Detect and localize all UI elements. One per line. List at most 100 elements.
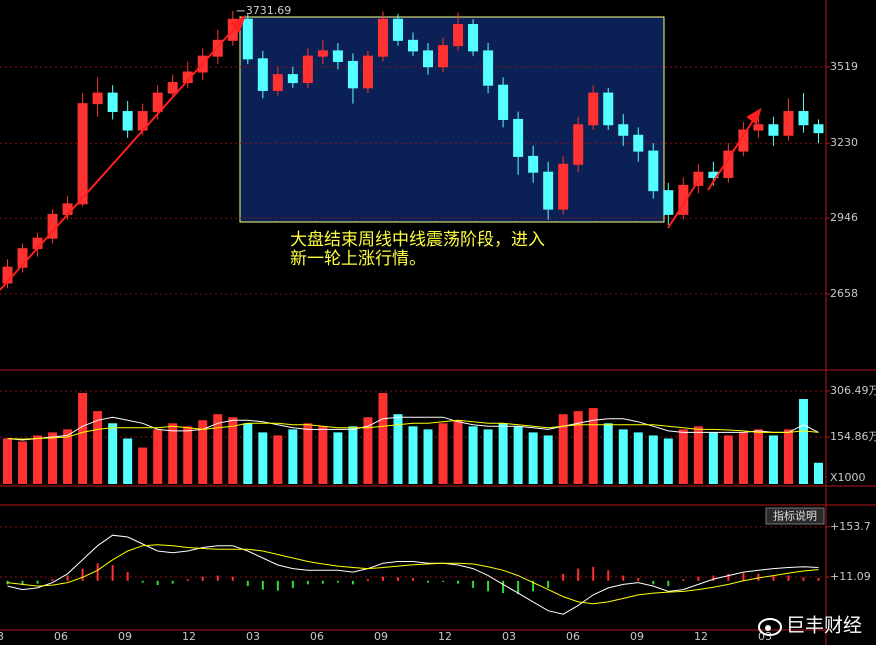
volume-bar	[453, 420, 463, 484]
volume-bar	[348, 426, 358, 484]
volume-bar	[18, 441, 28, 484]
candle-body	[528, 155, 539, 173]
volume-bar	[63, 429, 73, 484]
volume-bar	[723, 435, 733, 484]
volume-bar	[633, 432, 643, 484]
volume-bar	[528, 432, 538, 484]
x-tick-label: 12	[182, 630, 196, 643]
candle-body	[468, 24, 479, 52]
candle-body	[768, 124, 779, 136]
y-tick-label: +11.09	[830, 570, 871, 583]
indicator-line	[7, 544, 819, 605]
volume-bar	[198, 420, 208, 484]
candle-body	[633, 134, 644, 152]
y-tick-label: 3230	[830, 136, 858, 149]
x-tick-label: 12	[438, 630, 452, 643]
volume-bar	[498, 423, 508, 484]
candle-body	[377, 18, 388, 57]
volume-bar	[588, 408, 598, 484]
candle-body	[92, 92, 103, 105]
volume-bar	[378, 392, 388, 484]
candle-body	[242, 18, 253, 60]
trend-arrows	[0, 14, 762, 291]
volume-bar	[243, 423, 253, 484]
candle-body	[798, 111, 809, 126]
candle-body	[347, 60, 358, 89]
candle-body	[77, 103, 88, 205]
x-tick-label: 06	[310, 630, 324, 643]
annotation: 大盘结束周线中线震荡阶段，进入	[290, 230, 545, 250]
candle-body	[392, 18, 403, 41]
volume-bar	[333, 432, 343, 484]
volume-bar	[318, 426, 328, 484]
volume-bar	[228, 417, 238, 484]
indicator-button-label[interactable]: 指标说明	[773, 509, 817, 523]
volume-bar	[168, 423, 178, 484]
volume-bar	[213, 414, 223, 484]
weibo-icon	[758, 618, 782, 636]
y-tick-label: +153.7	[830, 520, 871, 533]
candle-body	[678, 184, 689, 215]
volume-bar	[408, 426, 418, 484]
volume-bar	[708, 432, 718, 484]
volume-bar	[273, 435, 283, 484]
x-tick-label: 03	[246, 630, 260, 643]
candle-body	[753, 124, 764, 131]
range-box	[239, 16, 665, 223]
x-tick-label: 09	[630, 630, 644, 643]
indicator-button[interactable]	[765, 507, 825, 525]
watermark: 巨丰财经	[786, 615, 862, 637]
candle-body	[558, 163, 569, 210]
x-tick-label: 09	[374, 630, 388, 643]
volume-bar	[558, 414, 568, 484]
volume-bar	[93, 411, 103, 484]
candle-body	[257, 58, 268, 91]
indicator-line	[7, 534, 819, 615]
candle-body	[498, 84, 509, 120]
volume-bar	[48, 432, 58, 484]
volume-bar	[648, 435, 658, 484]
x-tick-label: 09	[118, 630, 132, 643]
x-tick-label: 03	[502, 630, 516, 643]
candle-body	[287, 74, 298, 84]
volume-bar	[363, 417, 373, 484]
y-tick-label: 2658	[830, 287, 858, 300]
candle-body	[362, 55, 373, 89]
volume-bar	[783, 429, 793, 484]
volume-bar	[753, 429, 763, 484]
volume-bar	[513, 426, 523, 484]
volume-bar	[813, 462, 823, 484]
volume-bar	[663, 438, 673, 484]
candle-body	[332, 50, 343, 62]
volume-bar	[468, 426, 478, 484]
unit-label: X1000	[830, 471, 866, 484]
candle-body	[408, 39, 418, 52]
candle-body	[648, 150, 659, 192]
volume-bar	[153, 429, 163, 484]
volume-bar	[78, 392, 88, 484]
peak-label: 3731.69	[246, 4, 291, 17]
volume-bar	[768, 435, 778, 484]
y-tick-label: 154.86万	[830, 430, 876, 443]
volume-bar	[303, 423, 313, 484]
candle-body	[783, 111, 794, 136]
candle-body	[618, 124, 629, 136]
candle-body	[17, 248, 28, 268]
volume-bar	[423, 429, 433, 484]
volume-bar	[258, 432, 268, 484]
volume-bar	[483, 429, 493, 484]
volume-bar	[543, 435, 553, 484]
candle-body	[152, 92, 163, 113]
volume-bar	[183, 426, 193, 484]
volume-bar	[438, 423, 448, 484]
x-tick-label: 03	[0, 630, 4, 643]
candle-body	[182, 71, 193, 84]
candle-body	[438, 45, 449, 68]
candle-body	[813, 124, 824, 134]
candle-body	[302, 55, 313, 84]
volume-bar	[738, 432, 748, 484]
volume-bar	[573, 411, 583, 484]
volume-bar	[393, 414, 403, 484]
candle-body	[107, 92, 118, 113]
